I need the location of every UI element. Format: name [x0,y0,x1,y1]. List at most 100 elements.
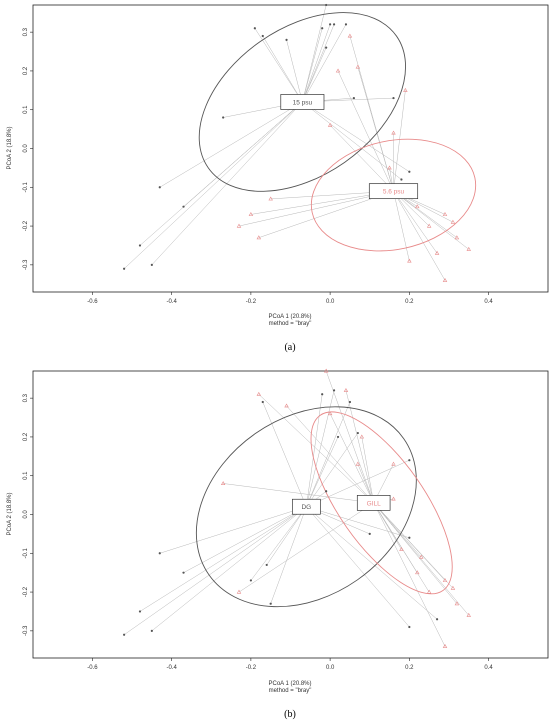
y-tick-label: 0.2 [23,66,29,75]
point-triangle [426,589,432,594]
point-dot [408,625,411,629]
spider-line [357,66,394,192]
spider-line [329,413,374,503]
spider-line [238,190,394,227]
point-dot [344,23,348,26]
point-dot [249,579,252,582]
point-triangle [355,64,361,69]
point-triangle [466,612,471,617]
spider-line [306,506,410,539]
spider-line [306,506,438,620]
ellipse-1 [310,138,477,252]
spider-line [306,401,351,507]
point-dot [325,490,328,493]
point-dot [336,435,340,439]
spider-line [325,370,374,503]
x-tick-label: -0.4 [166,665,177,671]
point-triangle [454,601,460,606]
spider-line [238,502,374,593]
spider-line [286,405,374,504]
point-dot [329,23,332,26]
point-dot [158,186,161,189]
spider-line [250,506,307,581]
point-dot [392,96,395,100]
spider-line [329,125,394,192]
point-triangle [466,246,471,251]
spider-line [306,394,323,507]
point-dot [150,263,153,266]
x-tick-label: 0.0 [326,665,335,671]
x-tick-label: 0.2 [405,299,414,305]
point-dot [408,459,411,462]
y-tick-label: -0.1 [23,547,29,558]
group-label: 5.6 psu [383,189,405,196]
point-triangle [407,258,412,263]
point-dot [356,431,359,435]
group-labels: 15 psu 5.6 psu [280,94,419,200]
spider-line [254,28,303,103]
group-label: DG [301,504,311,511]
spider-line [306,459,410,507]
axes: -0.6 -0.4 -0.2 0.0 0.2 0.4 -0.3 -0.2 -0.1 0.0 0.1 0… [23,27,493,305]
spider-line [306,432,359,507]
spider-line [373,502,454,589]
point-dot [261,400,264,404]
y-tick-label: -0.2 [23,220,29,231]
group-label-box [291,498,321,515]
y-tick-label: 0.3 [23,393,29,402]
y-tick-label: -0.3 [23,259,29,270]
group-labels: DG GILL [291,495,391,515]
group-label-box [368,183,419,200]
data-points [123,3,471,282]
point-dot [123,633,126,636]
group-label: 15 psu [293,99,313,106]
point-dot [253,27,256,30]
spider-line [361,436,374,503]
spider-line [302,4,327,103]
point-dot [325,46,328,49]
point-dot [123,267,126,270]
x-axis-label: PCoA 1 (20.8%) [268,681,311,687]
point-triangle [450,585,456,590]
point-dot [285,38,288,42]
x-tick-label: 0.4 [484,299,493,305]
spider-line [159,101,303,188]
spider-line [393,90,406,192]
x-tick-label: -0.4 [166,299,177,305]
point-triangle [284,403,289,408]
point-triangle [391,130,396,135]
point-triangle [355,461,361,466]
spider-line [373,502,446,647]
ellipse-0 [195,406,417,608]
plot-frame [32,4,549,293]
point-dot [261,34,264,38]
spider-line [373,502,458,604]
spider-line [302,24,335,103]
group-ellipses [195,406,453,608]
point-triangle [454,235,460,240]
y-tick-label: -0.3 [23,625,29,636]
ellipse-0 [198,12,406,192]
point-triangle [415,204,420,209]
x-axis-label: PCoA 1 (20.8%) [268,314,311,320]
point-triangle [442,643,448,648]
spider-line [393,191,410,262]
point-triangle [236,589,242,594]
spider-line [223,483,374,504]
point-triangle [335,68,341,73]
point-dot [332,23,336,26]
point-triangle [442,277,448,282]
group-ellipses [198,12,477,252]
spider-line [183,506,307,573]
point-triangle [387,165,392,170]
x-tick-label: -0.2 [246,665,257,671]
point-dot [408,536,411,539]
point-triangle [450,219,456,224]
x-tick-label: 0.2 [405,665,414,671]
spider-line [262,35,303,103]
spider-line [306,390,335,507]
point-triangle [327,411,333,416]
x-tick-label: -0.6 [87,665,98,671]
point-dot [348,400,352,404]
point-triangle [391,461,396,466]
